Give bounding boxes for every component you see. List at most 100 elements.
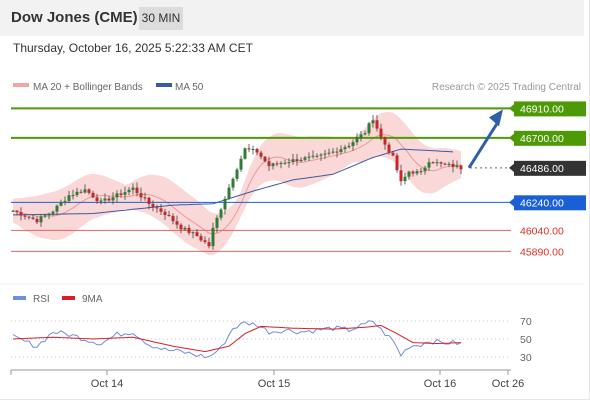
level-badge-pointer [509,197,515,208]
rsi-series-RSI [12,320,462,359]
rsi-ma-legend-label: 9MA [82,294,103,305]
rsi-legend-swatch [13,296,26,300]
candle [19,212,23,216]
candle [127,189,131,193]
candle [415,171,419,174]
candle [267,161,271,167]
candle [83,189,87,193]
candle [351,142,355,146]
candle [207,242,211,247]
level-badge-46700.00 [514,130,586,146]
candle [211,227,215,247]
candle [91,192,95,198]
candle [367,123,371,134]
candle [411,171,415,174]
level-label-46700.00: 46700.00 [520,133,564,145]
time-axis: Oct 14 Oct 15 Oct 16 Oct 26 [10,370,524,390]
candle [295,159,299,162]
candle [255,149,259,153]
candle [87,189,91,193]
level-badge-pointer [509,103,515,114]
level-badge-46910.00 [514,101,586,117]
candle [155,207,159,209]
timeframe-button[interactable]: 30 MIN [139,7,183,30]
candle [75,191,79,195]
level-label-46486.00: 46486.00 [520,163,564,175]
candle [191,232,195,234]
candle [63,200,67,203]
projection-arrow-head [489,109,503,127]
candle [51,211,55,214]
candle [99,200,103,202]
candle [143,197,147,199]
level-badge-46240.00 [514,195,586,211]
time-tick-label-Oct-15: Oct 15 [258,378,290,390]
candle [215,217,219,228]
candle [223,198,227,210]
candle [15,210,19,213]
candle [123,192,127,195]
candle [39,216,43,223]
candle [183,227,187,230]
candle [27,216,31,218]
candle [375,120,379,129]
candle [271,163,275,167]
candle [55,205,59,212]
candle [219,209,223,218]
candle [231,178,235,188]
candle [399,170,403,182]
candle [395,155,399,171]
candle [447,163,451,165]
candle [383,137,387,145]
candle [147,197,151,204]
candle [95,197,99,202]
price-plot: 46910.00 46700.00 46486.00 46240.00 46040.00… [11,101,586,258]
candle [419,171,423,173]
candle [259,152,263,157]
rsi-ma-legend-swatch [62,296,75,300]
candle [279,163,283,164]
level-label-45890.00: 45890.00 [520,246,564,258]
candle [139,193,143,198]
candle [339,149,343,153]
candle [331,151,335,153]
candle [287,162,291,164]
level-label-46910.00: 46910.00 [520,103,564,115]
candle [315,155,319,157]
candle [179,224,183,230]
candle [347,146,351,148]
candle [459,165,463,170]
candle [435,162,439,164]
candle [363,133,367,135]
candle [443,163,447,165]
candle [111,197,115,201]
instrument-title: Dow Jones (CME) [11,9,138,26]
rsi-legend-label: RSI [33,294,50,305]
copyright-label: Research © 2025 Trading Central [432,82,581,93]
candle [227,187,231,199]
candle [187,227,191,233]
candle [71,195,75,196]
candle [291,159,295,162]
candle [243,148,247,159]
ma50-legend-swatch [156,83,172,87]
candle [343,147,347,150]
candle [439,162,443,164]
candle [151,203,155,208]
candle [251,149,255,150]
candle [307,156,311,158]
candle [195,232,199,236]
candle [283,162,287,164]
candle [103,198,107,201]
time-tick-label-Oct-26: Oct 26 [492,378,524,390]
candle [163,211,167,215]
ma50-legend-label: MA 50 [175,82,204,93]
candle [171,215,175,222]
level-label-46240.00: 46240.00 [520,197,564,209]
level-label-46040.00: 46040.00 [520,225,564,237]
candle [235,169,239,179]
candle [239,158,243,170]
candle [31,217,35,219]
ma20-line [12,134,462,235]
candle [451,163,455,168]
